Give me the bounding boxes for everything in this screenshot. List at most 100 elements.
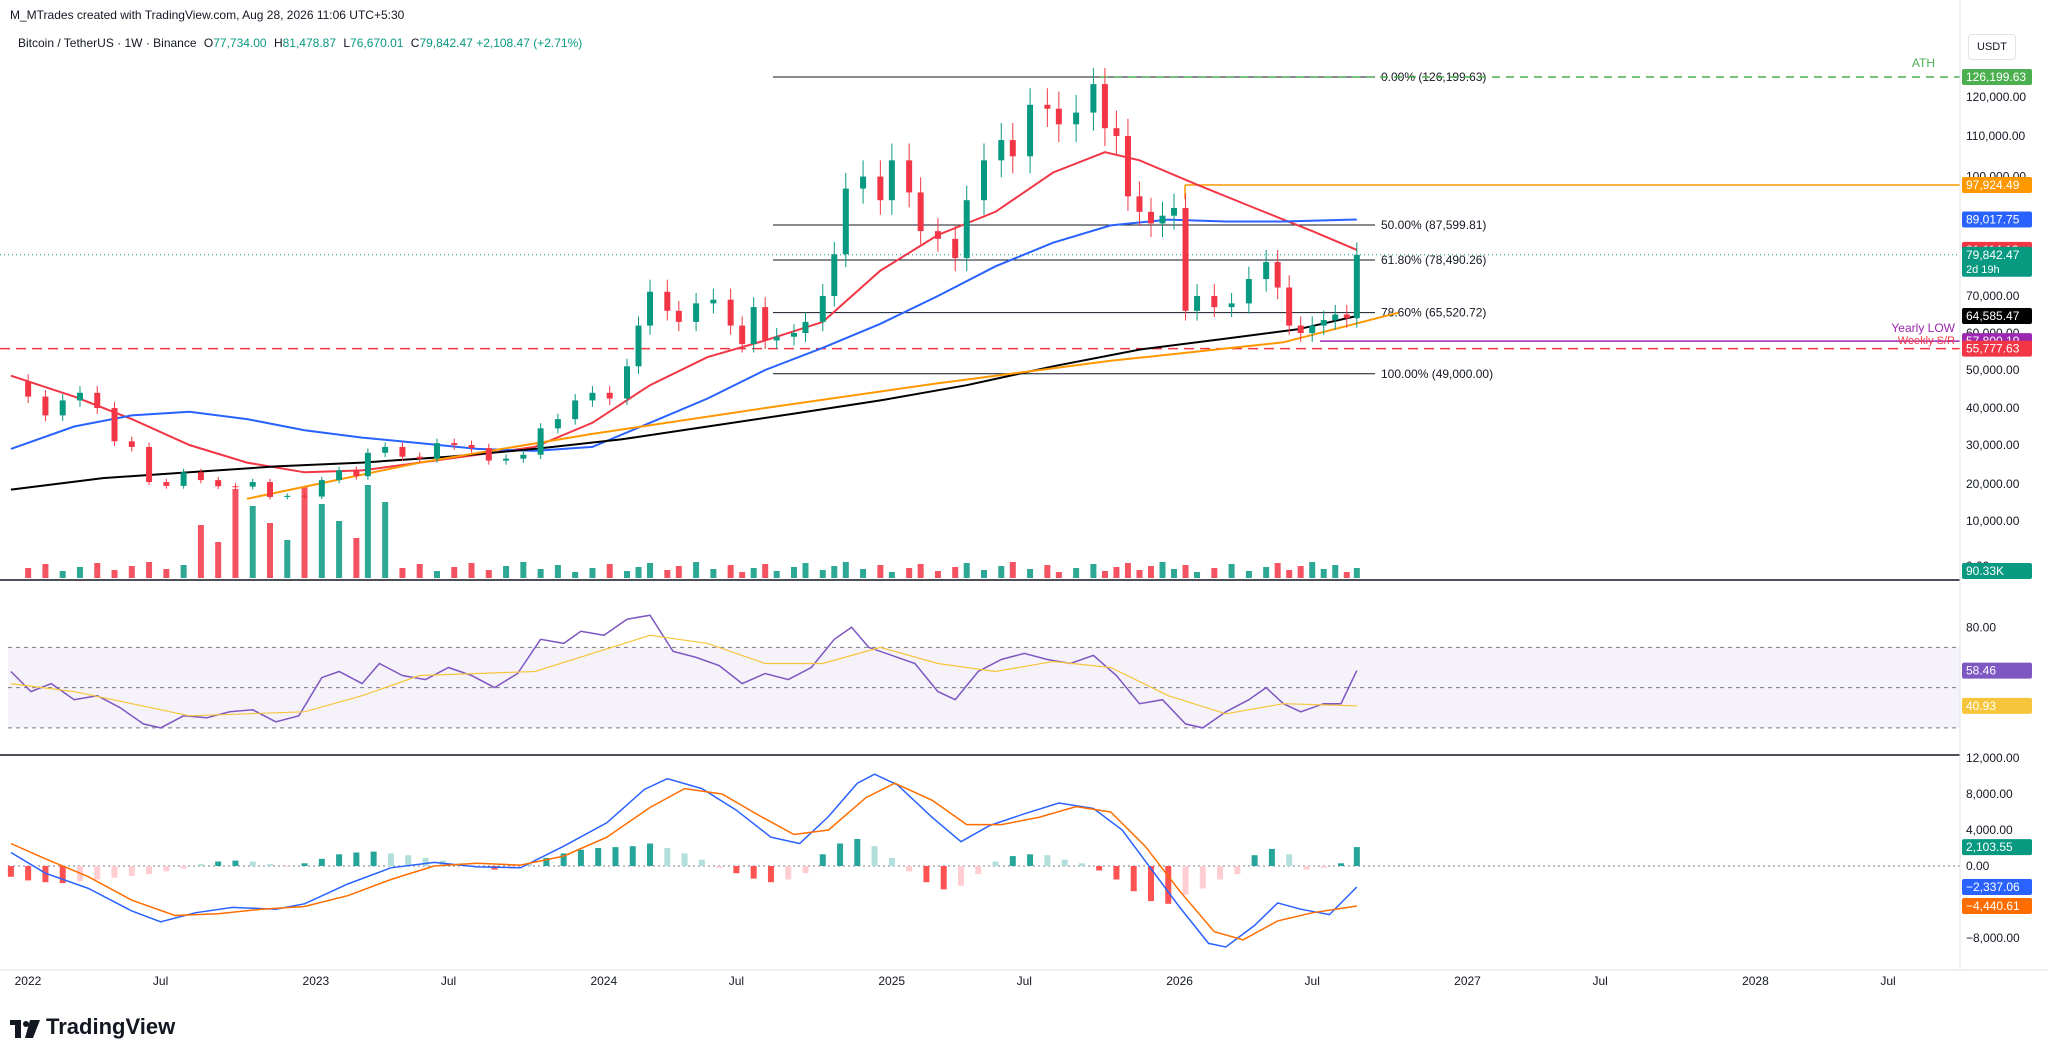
volume-bar xyxy=(1263,567,1270,578)
candle-body xyxy=(710,299,717,304)
time-axis-tick: 2026 xyxy=(1166,974,1193,988)
macd-histogram-bar xyxy=(1182,866,1189,895)
price-axis-label-bg xyxy=(1962,246,2032,277)
candle-body xyxy=(364,452,371,477)
ath-label: ATH xyxy=(1912,56,1935,70)
candle-body xyxy=(831,254,838,296)
volume-bar xyxy=(215,542,222,578)
symbol-name[interactable]: Bitcoin / TetherUS · 1W · Binance xyxy=(18,36,197,50)
volume-bar xyxy=(981,570,987,578)
volume-bar xyxy=(860,569,867,578)
candle-body xyxy=(1136,196,1143,212)
candle-body xyxy=(693,303,700,322)
macd-histogram-bar xyxy=(1199,866,1206,889)
high-label: H xyxy=(273,36,283,50)
signal-line xyxy=(10,782,1357,941)
volume-bar xyxy=(1009,562,1016,578)
candle-body xyxy=(727,299,734,326)
volume-bar xyxy=(485,570,492,578)
volume-bar xyxy=(180,565,187,578)
candle-body xyxy=(1027,104,1034,157)
candle-body xyxy=(572,400,579,420)
macd-histogram-bar xyxy=(266,864,273,866)
high-value: 81,478.87 xyxy=(282,36,337,50)
volume-bar xyxy=(42,564,49,578)
candle-body xyxy=(197,472,204,481)
time-axis-tick: 2024 xyxy=(590,974,617,988)
macd-histogram-bar xyxy=(975,866,982,875)
price-axis-tick: 20,000.00 xyxy=(1966,477,2020,491)
open-label: O xyxy=(203,36,214,50)
volume-bar xyxy=(888,572,895,578)
macd-histogram-bar xyxy=(1113,866,1120,880)
volume-bar xyxy=(318,504,325,578)
macd-histogram-bar xyxy=(733,866,740,874)
volume-bar xyxy=(1182,565,1189,578)
macd-histogram-bar xyxy=(180,866,187,869)
volume-bar xyxy=(1320,569,1327,578)
volume-bar xyxy=(1309,562,1316,578)
volume-bar xyxy=(1343,572,1350,578)
volume-bar xyxy=(1136,570,1143,578)
price-axis-label: 97,924.49 xyxy=(1966,178,2020,192)
macd-histogram-bar xyxy=(888,857,895,866)
currency-selector[interactable]: USDT xyxy=(1968,34,2016,60)
candle-body xyxy=(336,470,343,481)
candle-body xyxy=(1353,254,1360,319)
price-axis-tick: 70,000.00 xyxy=(1966,289,2020,303)
macd-histogram-bar xyxy=(595,848,602,866)
macd-histogram-bar xyxy=(992,861,999,866)
macd-histogram-bar xyxy=(370,851,377,866)
macd-histogram-bar xyxy=(802,866,809,874)
volume-bar xyxy=(537,569,544,578)
axes-layer: 0.00 10,000.00 20,000.00 30,000.00 40,000.00… xyxy=(0,0,2048,988)
candle-body xyxy=(860,176,867,189)
candle-body xyxy=(934,231,941,239)
time-axis-tick: 2022 xyxy=(15,974,42,988)
macd-histogram-bar xyxy=(1353,847,1360,866)
macd-histogram-bar xyxy=(7,866,14,877)
price-axis-tick: 40,000.00 xyxy=(1966,401,2020,415)
candle-body xyxy=(790,333,797,337)
macd-histogram-bar xyxy=(854,839,861,866)
time-axis-tick: Jul xyxy=(729,974,744,988)
price-axis-label: 64,585.47 xyxy=(1966,309,2020,323)
candle-body xyxy=(554,419,561,429)
macd-histogram-bar xyxy=(681,853,688,866)
time-axis-tick: Jul xyxy=(1592,974,1607,988)
volume-bar xyxy=(353,538,360,578)
macd-histogram-bar xyxy=(1165,866,1172,904)
macd-histogram-bar xyxy=(94,866,101,880)
macd-histogram-bar xyxy=(387,853,394,866)
candle-body xyxy=(399,446,406,457)
macd-axis-label-bg xyxy=(1962,839,2032,856)
volume-bar xyxy=(232,489,239,578)
tradingview-brand[interactable]: TradingView xyxy=(10,1014,175,1040)
symbol-ohlc-legend[interactable]: Bitcoin / TetherUS · 1W · Binance O77,73… xyxy=(18,36,582,50)
macd-histogram-bar xyxy=(42,866,49,883)
price-axis-label: 79,842.47 xyxy=(1966,248,2020,262)
price-axis-label-bg xyxy=(1962,176,2032,193)
macd-histogram-bar xyxy=(163,866,170,872)
macd-histogram-bar xyxy=(197,864,204,866)
macd-histogram-bar xyxy=(1268,848,1275,866)
macd-axis-label: −2,337.06 xyxy=(1966,880,2020,894)
macd-axis-tick: −8,000.00 xyxy=(1966,931,2020,945)
fib-level-label: 0.00% (126,199.63) xyxy=(1381,70,1486,84)
candle-body xyxy=(215,480,222,487)
volume-bar xyxy=(917,564,924,578)
price-axis-label-countdown: 2d 19h xyxy=(1966,264,2000,276)
candle-body xyxy=(635,325,642,367)
fib-level-label: 78.60% (65,520.72) xyxy=(1381,306,1486,320)
volume-bar xyxy=(1332,565,1339,578)
candle-body xyxy=(1055,108,1062,125)
candle-body xyxy=(963,200,970,259)
candle-body xyxy=(537,428,544,455)
macd-histogram-bar xyxy=(146,866,153,875)
macd-histogram-bar xyxy=(405,855,412,866)
candle-body xyxy=(819,296,826,322)
macd-histogram-bar xyxy=(1320,866,1327,868)
candle-body xyxy=(1343,314,1350,319)
volume-bar xyxy=(934,571,941,578)
